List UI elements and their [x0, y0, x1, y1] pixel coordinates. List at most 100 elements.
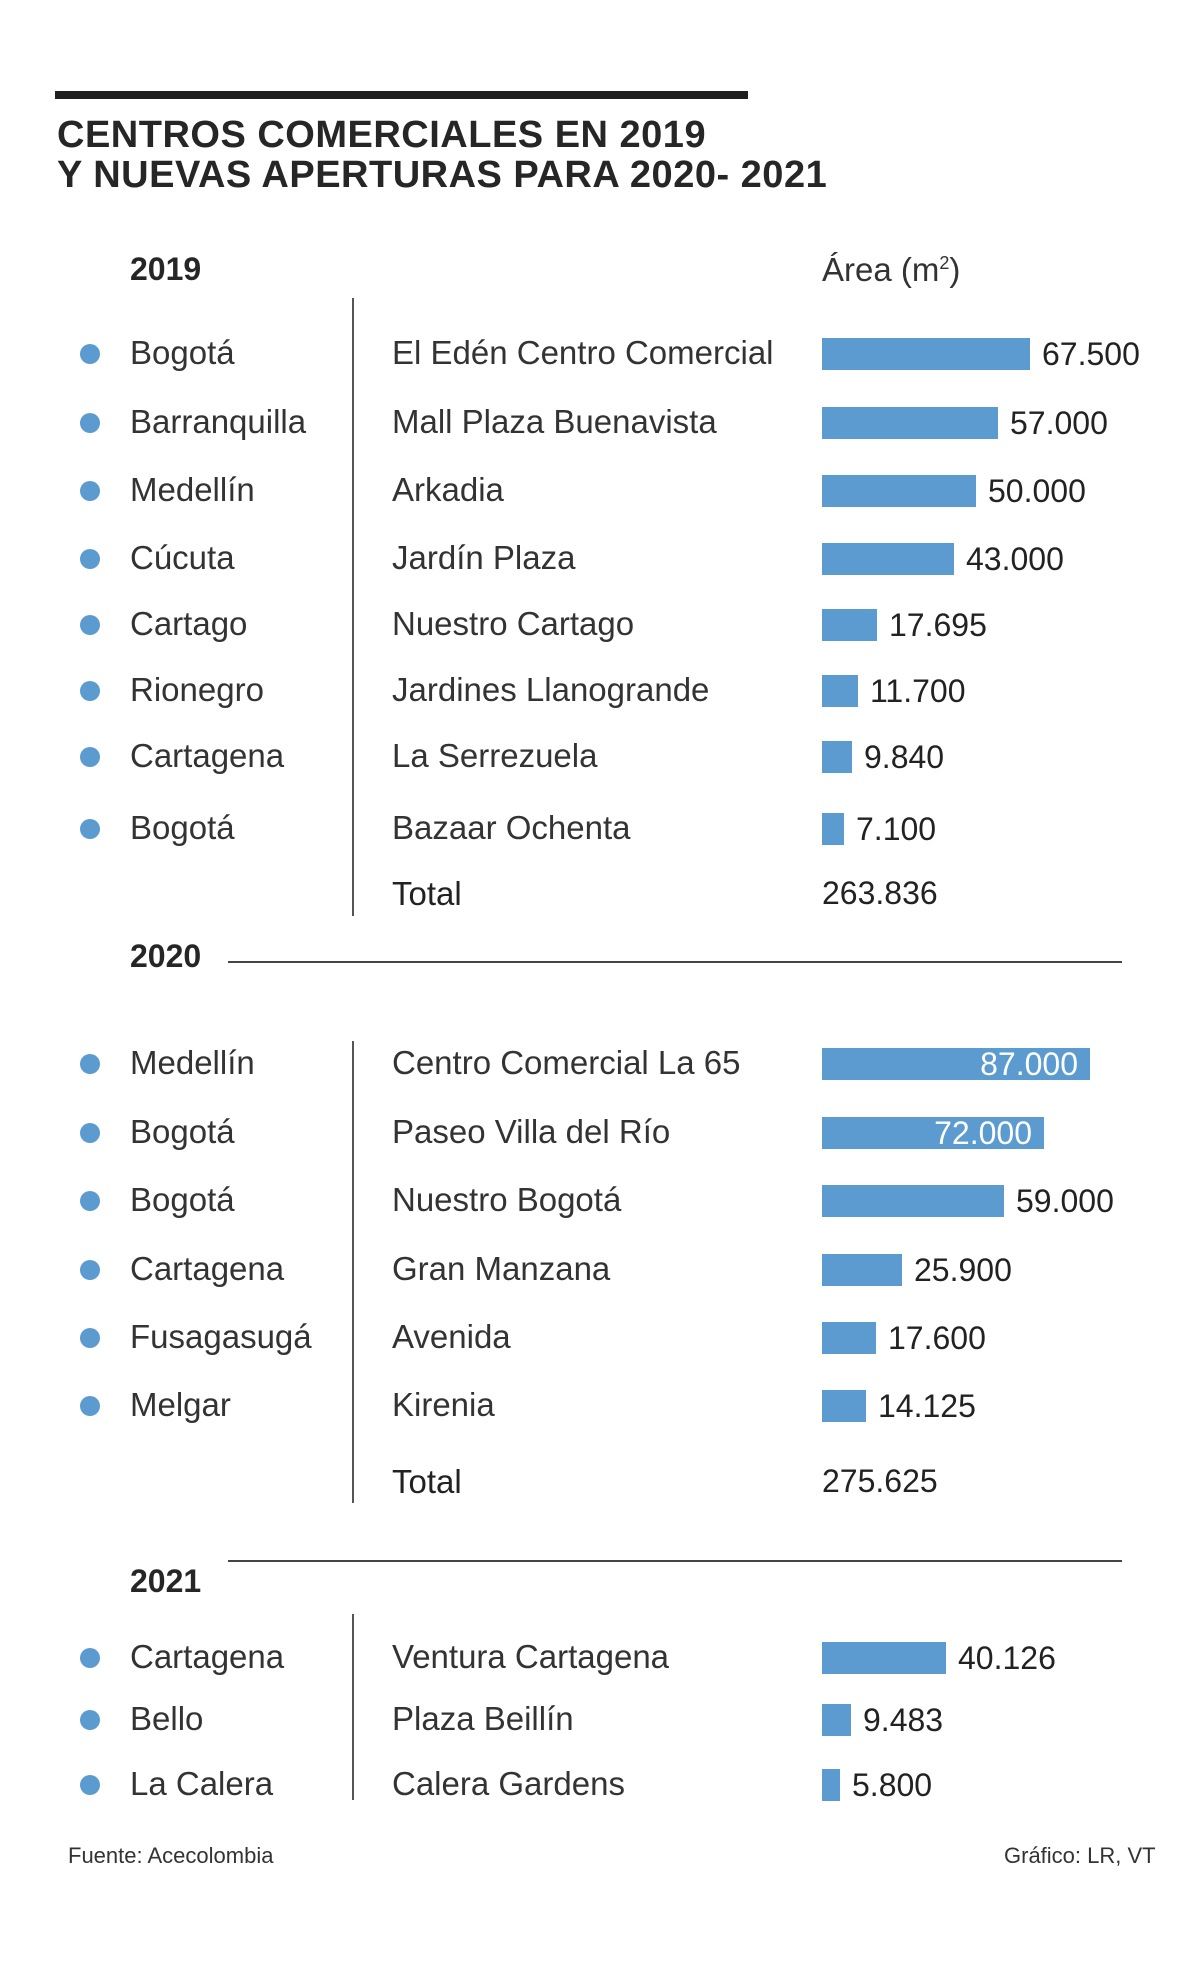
bullet-dot — [80, 1123, 100, 1143]
mall-name: Calera Gardens — [392, 1765, 625, 1802]
value-label: 43.000 — [966, 541, 1064, 577]
bullet-dot — [80, 549, 100, 569]
city-label: Bello — [130, 1700, 204, 1737]
total-value: 263.836 — [822, 875, 938, 911]
value-label: 67.500 — [1042, 336, 1140, 372]
bullet-dot — [80, 681, 100, 701]
city-label: Cartagena — [130, 737, 285, 774]
city-label: Barranquilla — [130, 403, 307, 440]
bullet-dot — [80, 344, 100, 364]
chart-title-line-2: Y NUEVAS APERTURAS PARA 2020- 2021 — [57, 154, 828, 196]
bar — [822, 1769, 840, 1801]
bullet-dot — [80, 1648, 100, 1668]
mall-name: Jardín Plaza — [392, 539, 576, 576]
mall-name: La Serrezuela — [392, 737, 598, 774]
area-label: Área (m — [822, 251, 940, 288]
bar — [822, 1642, 946, 1674]
bar — [822, 1048, 1090, 1080]
city-label: Cartagena — [130, 1250, 285, 1287]
bar — [822, 1185, 1004, 1217]
bullet-dot — [80, 615, 100, 635]
mall-name: Mall Plaza Buenavista — [392, 403, 717, 440]
value-label: 25.900 — [914, 1252, 1012, 1288]
city-label: Bogotá — [130, 809, 235, 846]
mall-name: Centro Comercial La 65 — [392, 1044, 741, 1081]
city-label: Cúcuta — [130, 539, 235, 576]
total-value: 275.625 — [822, 1463, 938, 1499]
value-label: 87.000 — [980, 1046, 1078, 1082]
section-year-2021: 2021 — [130, 1563, 202, 1599]
bar — [822, 338, 1030, 370]
section-year-2019: 2019 — [130, 251, 202, 287]
city-label: Fusagasugá — [130, 1318, 312, 1355]
bullet-dot — [80, 1260, 100, 1280]
mall-name: Arkadia — [392, 471, 504, 508]
bar — [822, 813, 844, 845]
value-label: 40.126 — [958, 1640, 1056, 1676]
bar — [822, 675, 858, 707]
bullet-dot — [80, 747, 100, 767]
value-label: 17.600 — [888, 1320, 986, 1356]
section-rule-2020 — [228, 961, 1122, 963]
total-label: Total — [392, 875, 462, 912]
city-label: Bogotá — [130, 334, 235, 371]
bullet-dot — [80, 1328, 100, 1348]
value-label: 9.483 — [863, 1702, 944, 1738]
value-label: 72.000 — [934, 1115, 1032, 1151]
bullet-dot — [80, 413, 100, 433]
column-divider-2021 — [352, 1614, 354, 1800]
mall-name: Paseo Villa del Río — [392, 1113, 671, 1150]
mall-name: Avenida — [392, 1318, 511, 1355]
bullet-dot — [80, 819, 100, 839]
city-label: Bogotá — [130, 1181, 235, 1218]
bar — [822, 609, 877, 641]
graphic-credit: Gráfico: LR, VT — [1004, 1843, 1156, 1868]
mall-name: Jardines Llanogrande — [392, 671, 710, 708]
bullet-dot — [80, 1775, 100, 1795]
column-divider-2019 — [352, 298, 354, 916]
bullet-dot — [80, 1191, 100, 1211]
bar — [822, 1117, 1044, 1149]
bar — [822, 1254, 902, 1286]
chart-title-line-1: CENTROS COMERCIALES EN 2019 — [57, 114, 707, 156]
value-label: 7.100 — [856, 811, 937, 847]
area-label-close: ) — [949, 251, 961, 288]
mall-name: Ventura Cartagena — [392, 1638, 670, 1675]
value-label: 59.000 — [1016, 1183, 1114, 1219]
value-label: 11.700 — [870, 673, 966, 709]
section-rule-2021 — [228, 1560, 1122, 1562]
city-label: Cartago — [130, 605, 248, 642]
section-year-2020: 2020 — [130, 938, 202, 974]
bar — [822, 407, 998, 439]
value-label: 57.000 — [1010, 405, 1108, 441]
title-rule — [55, 91, 748, 99]
city-label: Cartagena — [130, 1638, 285, 1675]
mall-name: Nuestro Cartago — [392, 605, 635, 642]
bullet-dot — [80, 1710, 100, 1730]
bar — [822, 1390, 866, 1422]
city-label: Medellín — [130, 471, 255, 508]
bar — [822, 1704, 851, 1736]
value-label: 14.125 — [878, 1388, 976, 1424]
mall-name: Kirenia — [392, 1386, 495, 1423]
city-label: Rionegro — [130, 671, 264, 708]
value-label: 17.695 — [889, 607, 987, 643]
bullet-dot — [80, 481, 100, 501]
mall-name: El Edén Centro Comercial — [392, 334, 774, 371]
value-label: 9.840 — [864, 739, 945, 775]
source-note: Fuente: Acecolombia — [68, 1843, 274, 1868]
area-label-exponent: 2 — [939, 253, 950, 273]
city-label: Melgar — [130, 1386, 231, 1423]
city-label: Medellín — [130, 1044, 255, 1081]
bar — [822, 543, 954, 575]
column-divider-2020 — [352, 1041, 354, 1503]
area-column-header: Área (m2) — [822, 251, 960, 289]
value-label: 5.800 — [852, 1767, 933, 1803]
value-label: 50.000 — [988, 473, 1086, 509]
bullet-dot — [80, 1396, 100, 1416]
bar — [822, 1322, 876, 1354]
total-label: Total — [392, 1463, 462, 1500]
mall-name: Bazaar Ochenta — [392, 809, 631, 846]
mall-name: Nuestro Bogotá — [392, 1181, 622, 1218]
mall-name: Plaza Beillín — [392, 1700, 574, 1737]
